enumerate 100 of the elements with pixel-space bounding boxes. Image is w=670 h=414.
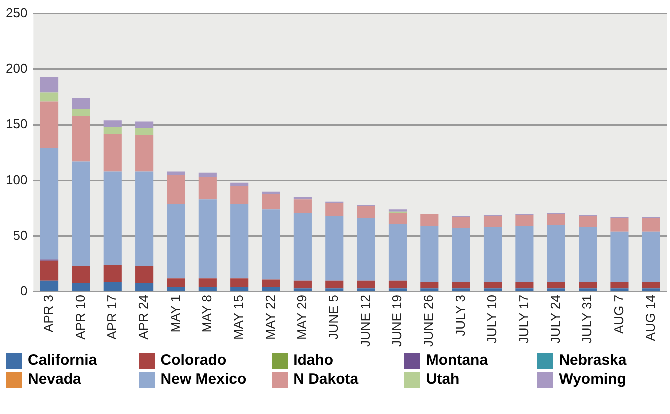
bar: [40, 102, 59, 148]
bar: [104, 134, 122, 172]
y-tick-label: 250: [6, 5, 28, 20]
legend-label: N Dakota: [294, 371, 359, 388]
bar: [104, 127, 122, 134]
bar: [167, 204, 186, 279]
bar: [40, 92, 59, 102]
x-tick-label: AUG 7: [611, 294, 626, 334]
bar: [72, 116, 90, 162]
bar: [230, 186, 249, 204]
bar: [294, 288, 312, 292]
x-tick-label: APR 10: [72, 294, 88, 340]
bar: [262, 192, 280, 194]
legend-label: Idaho: [294, 352, 334, 369]
bar: [516, 288, 534, 292]
bar: [357, 288, 376, 292]
bar: [579, 282, 598, 289]
bar: [104, 120, 122, 128]
bar: [136, 135, 154, 172]
bar: [610, 288, 629, 292]
bar: [262, 280, 280, 288]
x-tick-label: JULY 10: [484, 294, 500, 344]
bar: [198, 278, 217, 288]
bar: [326, 280, 344, 289]
legend-label: Nevada: [28, 371, 82, 388]
bar: [642, 232, 660, 282]
bar: [40, 280, 59, 292]
bar: [452, 282, 470, 289]
bar: [516, 215, 534, 226]
bar: [167, 175, 186, 204]
bar: [198, 288, 217, 292]
bar: [136, 283, 154, 292]
bar: [40, 260, 59, 281]
bar: [72, 98, 90, 110]
bar: [547, 282, 566, 289]
bar: [516, 226, 534, 282]
bar: [167, 278, 186, 288]
bar: [452, 228, 470, 282]
bar: [294, 280, 312, 289]
x-tick-label: JULY 31: [580, 294, 595, 344]
bar: [388, 288, 408, 292]
bar: [357, 218, 376, 281]
bar: [610, 232, 629, 282]
bar: [136, 172, 154, 266]
bar: [104, 282, 122, 292]
bar: [230, 288, 249, 292]
y-tick-label: 150: [6, 116, 28, 132]
bar: [388, 280, 408, 289]
x-tick-label: JUNE 26: [421, 294, 436, 348]
bar: [388, 212, 408, 224]
legend-label: Wyoming: [559, 371, 626, 388]
bar: [136, 122, 154, 128]
bar: [40, 148, 59, 260]
legend-label: Nebraska: [559, 352, 627, 369]
bar: [579, 288, 598, 292]
x-tick-label: JUNE 12: [358, 294, 373, 348]
bar: [262, 210, 280, 280]
x-tick-label: AUG 14: [642, 294, 658, 342]
x-tick-label: APR 24: [136, 294, 152, 340]
x-tick-label: JUNE 5: [326, 294, 342, 340]
legend-label: Colorado: [160, 352, 227, 369]
bar: [547, 225, 566, 282]
bar: [420, 226, 439, 282]
bar: [452, 288, 470, 292]
bar: [294, 212, 312, 281]
bar: [516, 282, 534, 289]
x-tick-label: JULY 17: [516, 294, 532, 344]
bar: [388, 224, 408, 281]
bar: [262, 194, 280, 210]
bar: [326, 288, 344, 292]
bar: [167, 172, 186, 176]
bar: [72, 109, 90, 116]
bar: [420, 214, 439, 226]
bar: [484, 227, 502, 282]
bar: [420, 282, 439, 289]
bar: [357, 280, 376, 289]
bar: [104, 172, 122, 266]
bar: [579, 216, 598, 228]
bar: [547, 288, 566, 292]
legend-label: New Mexico: [160, 371, 247, 388]
x-tick-label: JUNE 19: [390, 294, 405, 348]
bar: [294, 200, 312, 213]
x-tick-label: APR 3: [41, 294, 56, 333]
bar: [484, 282, 502, 289]
legend-label: Utah: [426, 371, 460, 388]
bar: [642, 218, 660, 232]
legend-label: California: [28, 352, 98, 369]
bar: [198, 172, 217, 178]
bar: [326, 216, 344, 281]
y-tick-label: 50: [13, 228, 28, 243]
bar: [72, 162, 90, 266]
x-tick-label: MAY 15: [231, 294, 246, 340]
bar: [642, 282, 660, 289]
bar: [136, 266, 154, 284]
x-tick-label: MAY 22: [262, 294, 278, 340]
x-tick-label: MAY 29: [294, 294, 310, 340]
x-tick-label: APR 17: [104, 294, 120, 340]
bar: [357, 206, 376, 219]
bar: [610, 282, 629, 289]
bar: [642, 288, 660, 292]
